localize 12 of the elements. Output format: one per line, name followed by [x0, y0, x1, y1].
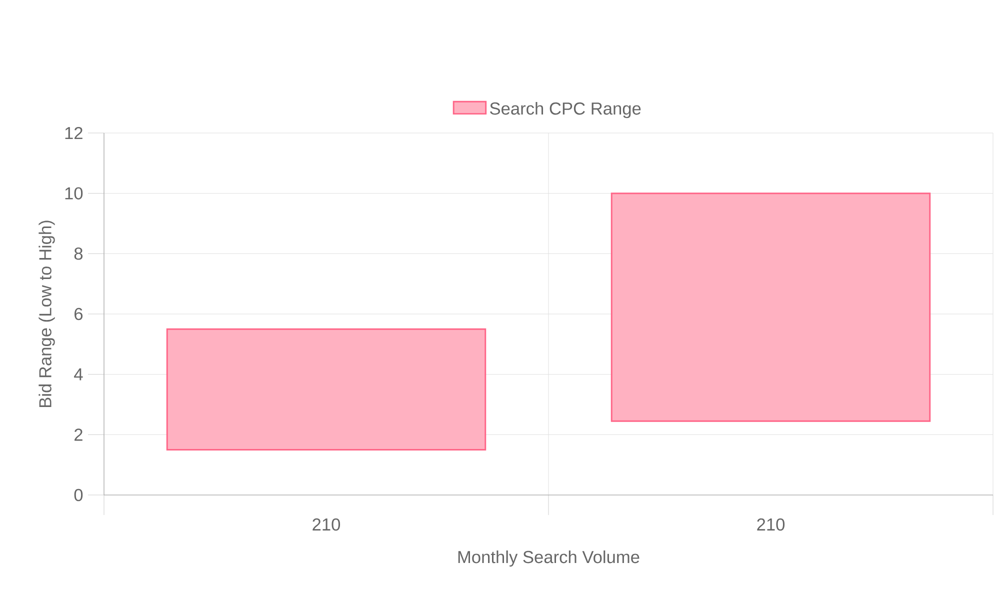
y-tick-label: 6 [74, 308, 83, 320]
y-axis-title: Bid Range (Low to High) [38, 220, 55, 407]
x-tick-label: 210 [312, 518, 340, 531]
y-tick-label: 4 [74, 368, 83, 380]
x-tick-label: 210 [757, 518, 785, 531]
y-tick-label: 10 [65, 187, 83, 200]
y-tick-label: 0 [74, 488, 83, 502]
x-axis-title: Monthly Search Volume [458, 550, 640, 567]
y-tick-label: 2 [74, 428, 82, 441]
legend-label: Search CPC Range [490, 102, 641, 118]
y-tick-label: 12 [65, 126, 82, 140]
y-tick-label: 8 [74, 248, 83, 260]
